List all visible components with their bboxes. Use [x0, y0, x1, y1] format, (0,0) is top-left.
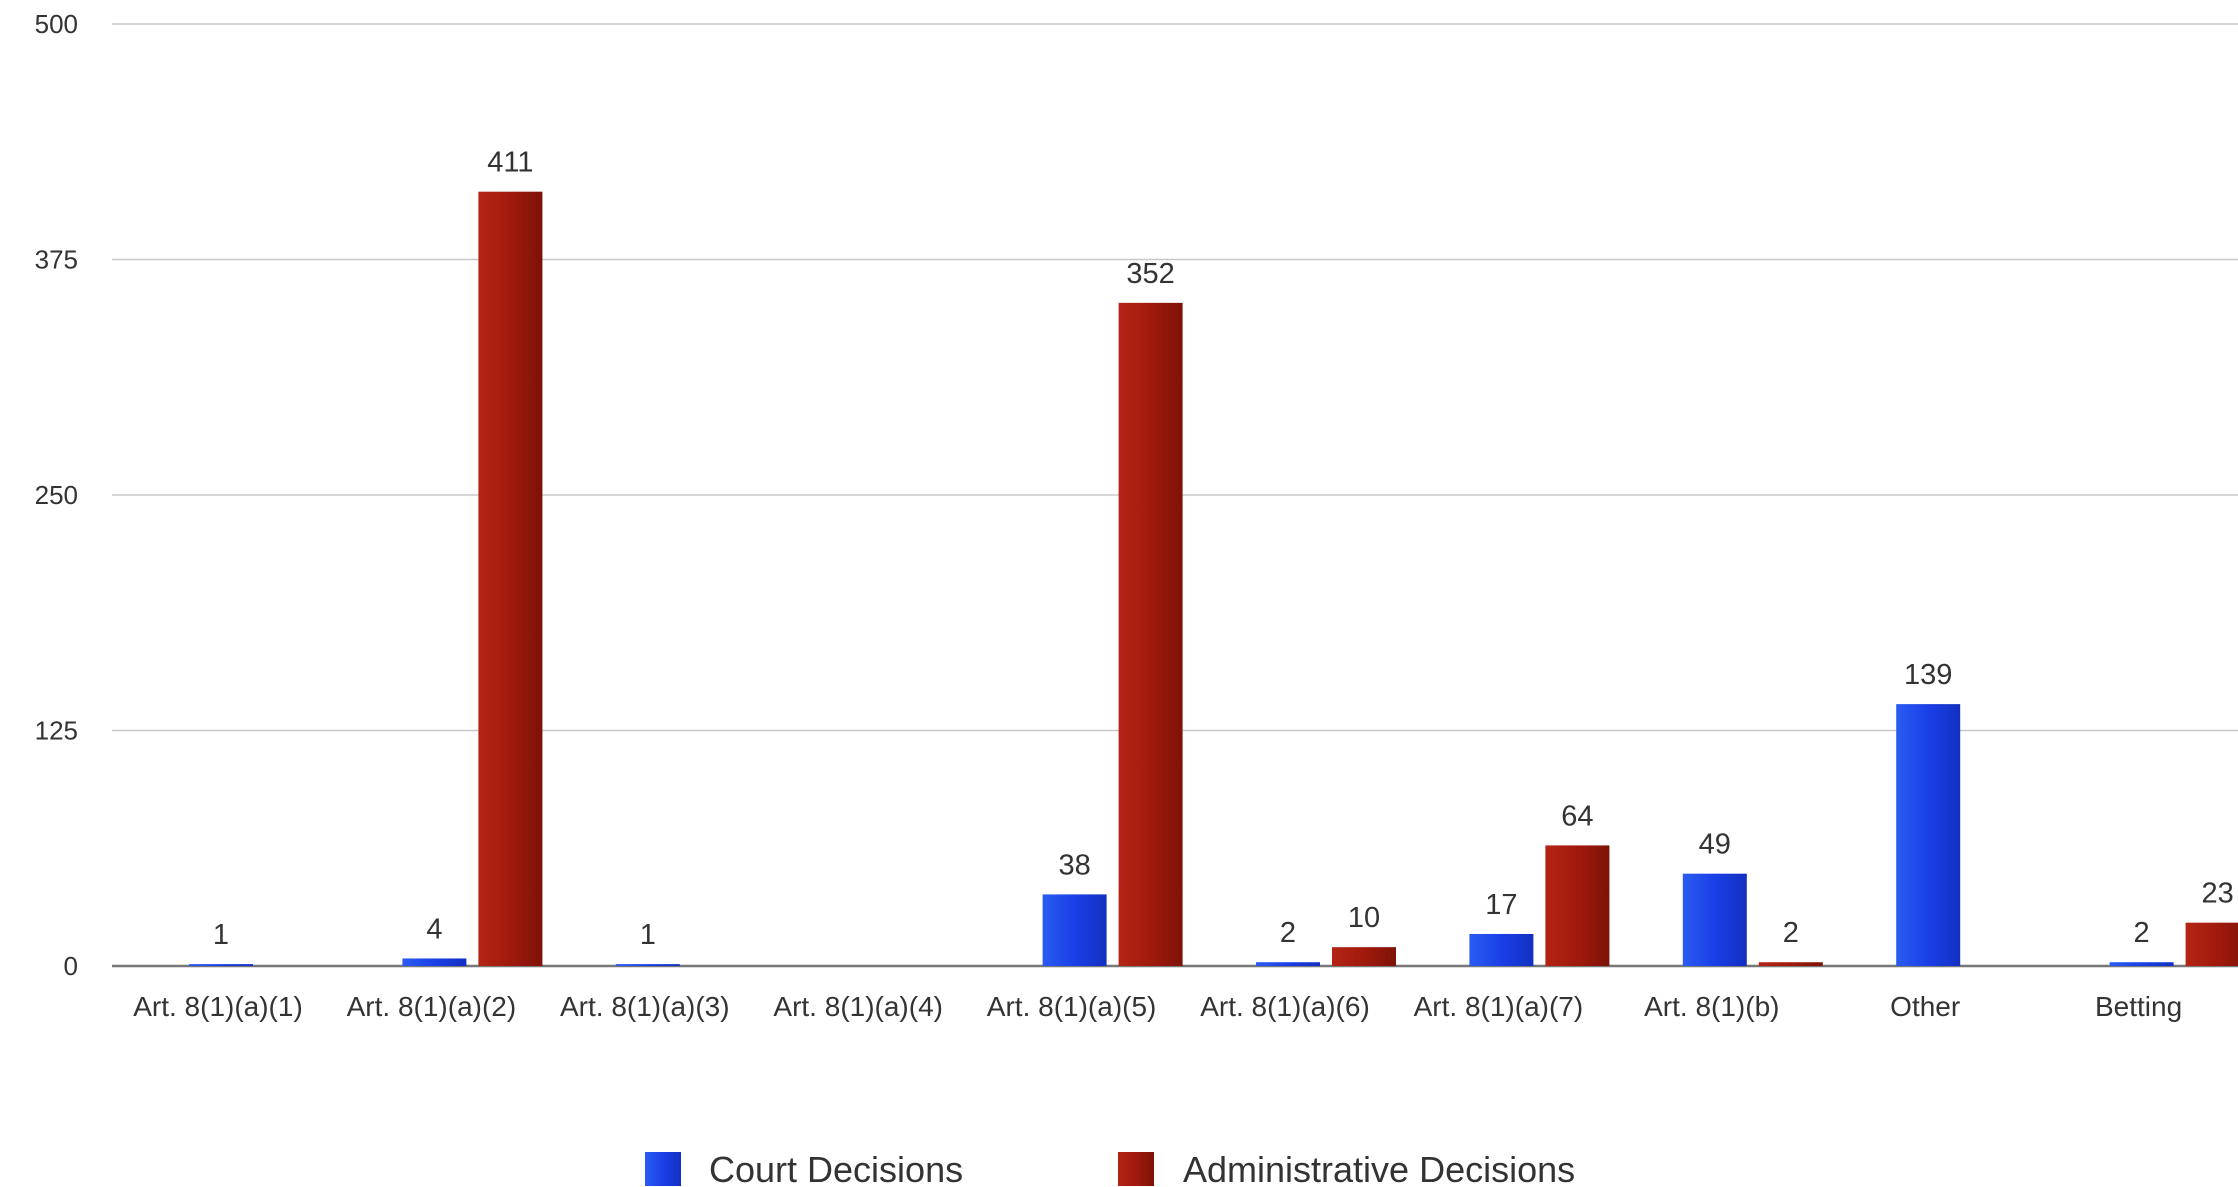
legend-swatch [645, 1152, 681, 1186]
legend-label: Court Decisions [709, 1149, 963, 1187]
y-tick-label: 0 [64, 951, 78, 981]
data-label: 139 [1904, 659, 1952, 691]
y-tick-label: 375 [35, 245, 78, 275]
x-tick-label: Art. 8(1)(a)(7) [1414, 991, 1584, 1022]
x-tick-label: Art. 8(1)(b) [1644, 991, 1779, 1022]
data-label: 2 [1783, 917, 1799, 949]
x-tick-label: Art. 8(1)(a)(1) [133, 991, 303, 1022]
court-decisions-bar [615, 964, 680, 966]
administrative-decisions-bar [478, 191, 543, 966]
data-label: 411 [487, 147, 533, 179]
data-label: 4 [426, 913, 442, 945]
court-decisions-bar [1682, 873, 1747, 966]
court-decisions-bar [2109, 962, 2174, 966]
data-label: 2 [1280, 917, 1296, 949]
data-label: 10 [1348, 902, 1380, 934]
x-tick-label: Art. 8(1)(a)(4) [773, 991, 943, 1022]
data-label: 2 [2134, 917, 2150, 949]
administrative-decisions-bar [2185, 922, 2238, 966]
data-label: 64 [1561, 800, 1593, 832]
legend-label: Administrative Decisions [1183, 1149, 1575, 1187]
data-labels: 1 4 1 38 2 17 49 139 2 411 352 10 64 2 23 [213, 147, 2234, 951]
data-label: 23 [2201, 878, 2233, 910]
data-label: 38 [1058, 849, 1090, 881]
data-label: 352 [1126, 258, 1174, 290]
bars [189, 191, 2238, 966]
x-tick-label: Other [1890, 991, 1960, 1022]
administrative-decisions-bar [1332, 947, 1396, 966]
x-tick-label: Art. 8(1)(a)(5) [987, 991, 1157, 1022]
court-decisions-bar [1042, 894, 1107, 966]
data-label: 1 [640, 919, 656, 951]
legend: Court Decisions Administrative Decisions [645, 1149, 1575, 1187]
y-axis: 0 125 250 375 500 [35, 9, 78, 981]
court-decisions-bar [189, 964, 253, 966]
y-tick-label: 250 [35, 480, 78, 510]
administrative-decisions-bar [1545, 845, 1610, 966]
data-label: 49 [1699, 829, 1731, 861]
x-tick-label: Art. 8(1)(a)(2) [347, 991, 517, 1022]
x-tick-label: Art. 8(1)(a)(3) [560, 991, 730, 1022]
y-tick-label: 125 [35, 716, 78, 746]
administrative-decisions-bar [1118, 302, 1183, 966]
court-decisions-bar [402, 958, 467, 966]
data-label: 1 [213, 919, 229, 951]
x-tick-label: Art. 8(1)(a)(6) [1200, 991, 1370, 1022]
x-axis: Art. 8(1)(a)(1) Art. 8(1)(a)(2) Art. 8(1)(… [133, 991, 2182, 1022]
court-decisions-bar [1896, 704, 1961, 966]
legend-swatch [1118, 1152, 1154, 1186]
administrative-decisions-bar [1758, 962, 1823, 966]
data-label: 17 [1485, 889, 1517, 921]
x-tick-label: Betting [2095, 991, 2182, 1022]
y-tick-label: 500 [35, 9, 78, 39]
court-decisions-bar [1256, 962, 1320, 966]
court-decisions-bar [1469, 933, 1534, 966]
